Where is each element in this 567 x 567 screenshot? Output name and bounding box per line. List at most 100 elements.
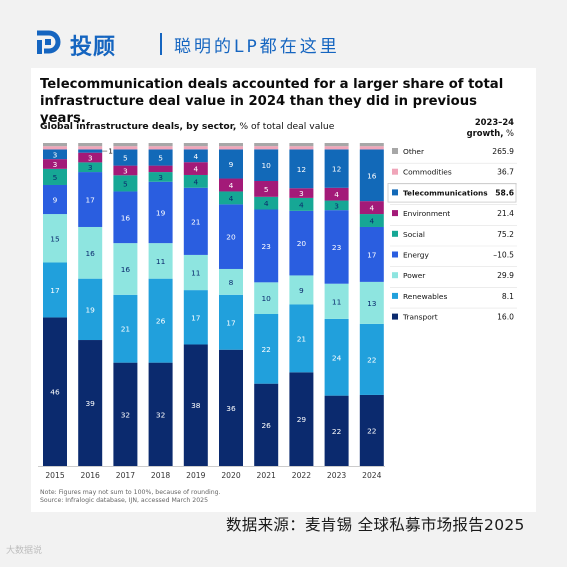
data-label-renewables-2021: 22 bbox=[261, 345, 270, 354]
legend-swatch-energy bbox=[392, 251, 398, 258]
data-label-social-2019: 4 bbox=[193, 177, 198, 186]
bar-segment-other-2017 bbox=[113, 143, 138, 147]
bar-segment-social-2015 bbox=[43, 168, 67, 185]
data-label-power-2022: 9 bbox=[299, 286, 304, 295]
data-label-energy-2017: 16 bbox=[121, 213, 131, 222]
data-label-energy-2024: 17 bbox=[367, 250, 377, 259]
legend-row-power: Power 29.9 bbox=[390, 271, 517, 288]
data-label-energy-2015: 9 bbox=[53, 196, 58, 205]
data-label-renewables-2024: 22 bbox=[367, 355, 376, 364]
data-label-social-2016: 3 bbox=[88, 163, 93, 172]
chart-note: Note: Figures may not sum to 100%, becau… bbox=[40, 489, 221, 505]
legend-swatch-telecommunications bbox=[392, 189, 398, 196]
data-label-power-2021: 10 bbox=[261, 294, 271, 303]
bar-segment-telecommunications-2016 bbox=[78, 149, 103, 153]
header-bar: 投顾 聪明的LP都在这里 bbox=[0, 0, 567, 76]
data-label-power-2017: 16 bbox=[121, 265, 131, 274]
bar-segment-energy-2022 bbox=[289, 210, 314, 276]
data-label-telecommunications-2015: 3 bbox=[53, 150, 58, 159]
data-label-social-2024: 4 bbox=[369, 217, 374, 226]
bar-segment-environment-2019 bbox=[183, 162, 208, 175]
data-label-social-2022: 4 bbox=[299, 200, 304, 209]
legend-row-other: Other 265.9 bbox=[390, 147, 517, 164]
bar-segment-commodities-2019 bbox=[183, 146, 208, 150]
data-label-power-2023: 11 bbox=[332, 297, 342, 306]
data-label-energy-2022: 20 bbox=[297, 239, 307, 248]
legend-highlight-box bbox=[387, 182, 517, 203]
legend-row-environment: Environment 21.4 bbox=[390, 209, 517, 226]
data-label-environment-2015: 3 bbox=[53, 160, 58, 169]
legend-swatch-power bbox=[392, 272, 398, 279]
data-label-environment-2016: 3 bbox=[88, 154, 93, 163]
bar-segment-transport-2021 bbox=[254, 383, 279, 466]
bar-segment-transport-2020 bbox=[219, 349, 243, 466]
data-label-environment-2021: 5 bbox=[264, 185, 269, 194]
bar-segment-energy-2016 bbox=[78, 172, 103, 227]
data-label-telecommunications-2023: 12 bbox=[332, 165, 341, 174]
source-caption: 数据来源：麦肯锡 全球私募市场报告2025 bbox=[226, 516, 525, 534]
legend-label-other: Other bbox=[403, 147, 425, 156]
data-label-power-2015: 15 bbox=[50, 234, 60, 243]
bar-segment-energy-2020 bbox=[219, 204, 243, 269]
data-label-energy-2023: 23 bbox=[332, 243, 342, 252]
bar-segment-commodities-2023 bbox=[324, 146, 349, 150]
legend-row-telecommunications: Telecommunications 58.6 bbox=[387, 182, 517, 205]
bar-segment-commodities-2017 bbox=[113, 146, 138, 150]
legend-row-social: Social 75.2 bbox=[390, 230, 517, 247]
data-label-power-2018: 11 bbox=[156, 257, 166, 266]
data-label-environment-2017: 3 bbox=[123, 166, 128, 175]
bar-segment-telecommunications-2017 bbox=[113, 149, 138, 166]
bar-segment-energy-2015 bbox=[43, 184, 67, 215]
legend-label-renewables: Renewables bbox=[403, 292, 447, 301]
growth-value-other: 265.9 bbox=[492, 147, 514, 156]
x-tick-label-2022: 2022 bbox=[292, 471, 311, 480]
bar-segment-other-2016 bbox=[78, 143, 103, 147]
bar-segment-transport-2019 bbox=[183, 344, 208, 466]
data-label-renewables-2016: 19 bbox=[85, 305, 95, 314]
bar-segment-commodities-2015 bbox=[43, 146, 67, 150]
data-label-telecommunications-2022: 12 bbox=[297, 165, 306, 174]
legend-label-social: Social bbox=[403, 230, 425, 239]
bar-segment-social-2021 bbox=[254, 196, 279, 210]
legend-label-energy: Energy bbox=[403, 251, 430, 260]
data-label-transport-2024: 22 bbox=[367, 426, 376, 435]
growth-header-unit: % bbox=[503, 128, 514, 138]
data-label-energy-2021: 23 bbox=[261, 242, 271, 251]
legend-label-power: Power bbox=[403, 271, 426, 280]
data-label-power-2020: 8 bbox=[229, 278, 234, 287]
data-label-renewables-2022: 21 bbox=[297, 334, 307, 343]
bar-segment-commodities-2016 bbox=[78, 146, 103, 150]
growth-value-energy: –10.5 bbox=[493, 251, 514, 260]
bar-segment-social-2018 bbox=[148, 172, 173, 182]
bar-segment-power-2022 bbox=[289, 275, 314, 305]
data-label-social-2018: 3 bbox=[158, 173, 163, 182]
bar-segment-energy-2021 bbox=[254, 209, 279, 283]
growth-value-power: 29.9 bbox=[497, 271, 514, 280]
data-label-power-2019: 11 bbox=[191, 269, 201, 278]
legend-layer: Other 265.9 Commodities 36.7 Telecommunicati… bbox=[387, 147, 517, 322]
legend-label-telecommunications: Telecommunications bbox=[403, 188, 488, 197]
bar-segment-energy-2019 bbox=[183, 187, 208, 255]
bar-segment-telecommunications-2019 bbox=[183, 149, 208, 163]
data-label-transport-2020: 36 bbox=[226, 404, 236, 413]
legend-swatch-commodities bbox=[392, 168, 398, 175]
bar-segment-social-2017 bbox=[113, 175, 138, 192]
brand-name: 投顾 bbox=[70, 35, 117, 60]
growth-value-transport: 16.0 bbox=[497, 313, 514, 322]
bar-segment-power-2016 bbox=[78, 226, 103, 279]
legend-swatch-renewables bbox=[392, 292, 398, 299]
bar-segment-renewables-2024 bbox=[359, 323, 384, 395]
bar-segment-transport-2022 bbox=[289, 372, 314, 466]
bar-segment-social-2020 bbox=[219, 191, 243, 205]
bar-segment-environment-2018 bbox=[148, 165, 173, 173]
legend-label-transport: Transport bbox=[402, 313, 438, 322]
bar-segment-telecommunications-2023 bbox=[324, 149, 349, 188]
bar-segment-telecommunications-2018 bbox=[148, 149, 173, 166]
bar-segment-social-2016 bbox=[78, 162, 103, 173]
bar-segment-other-2022 bbox=[289, 143, 314, 147]
growth-header-word: growth, bbox=[466, 128, 504, 138]
bar-segment-power-2017 bbox=[113, 243, 138, 295]
bar-segment-power-2021 bbox=[254, 282, 279, 314]
data-label-transport-2022: 29 bbox=[297, 415, 307, 424]
bar-segment-commodities-2020 bbox=[219, 146, 243, 150]
